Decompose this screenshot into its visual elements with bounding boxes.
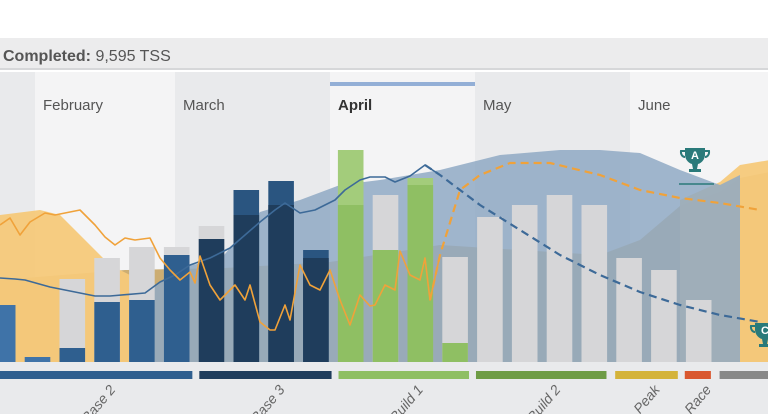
planned-bar	[477, 217, 503, 362]
week-bar[interactable]	[0, 305, 16, 362]
week-bar[interactable]	[303, 250, 329, 362]
event-priority-label: C	[761, 325, 768, 337]
phase-bar[interactable]	[475, 371, 607, 379]
phase-bar[interactable]	[338, 371, 470, 379]
week-bar[interactable]	[581, 205, 608, 362]
week-bar[interactable]	[198, 226, 225, 362]
week-bar[interactable]	[511, 205, 538, 362]
summary-bar: Completed: 9,595 TSS	[0, 38, 768, 70]
week-bar[interactable]	[616, 258, 642, 362]
week-bar[interactable]	[546, 195, 573, 362]
week-bar[interactable]	[442, 257, 468, 362]
planned-bar	[685, 300, 712, 362]
line-series	[0, 161, 761, 331]
planned-bar	[511, 205, 538, 362]
planned-portion	[303, 258, 329, 362]
completed-bar	[129, 300, 155, 362]
current-month-indicator	[330, 82, 475, 86]
week-bar[interactable]	[268, 181, 294, 362]
phase-bar[interactable]	[0, 371, 193, 379]
week-bar[interactable]	[94, 258, 120, 362]
month-label: February	[43, 97, 104, 114]
event-priority-label: A	[691, 150, 699, 162]
month-label: May	[483, 97, 512, 114]
week-bar[interactable]	[372, 195, 399, 362]
phase-bar[interactable]	[199, 371, 332, 379]
week-bar[interactable]	[163, 247, 190, 362]
completed-bar	[372, 250, 399, 362]
weekly-bars	[0, 150, 712, 362]
phase-strip-background	[0, 362, 768, 414]
completed-bar	[163, 255, 190, 362]
week-bar[interactable]	[24, 357, 51, 362]
completed-bar	[24, 357, 51, 362]
completed-value: 9,595 TSS	[95, 48, 171, 65]
fatigue-projection-line	[428, 161, 761, 301]
trophy-icon[interactable]: C	[749, 323, 768, 347]
month-label: March	[183, 97, 225, 114]
phase-bar[interactable]	[719, 371, 768, 379]
completed-bar	[0, 305, 16, 362]
week-bar[interactable]	[337, 150, 364, 362]
trophy-icon[interactable]: A	[679, 148, 714, 185]
completed-bar	[59, 348, 86, 362]
top-margin	[0, 0, 768, 38]
fatigue-line	[0, 209, 441, 331]
phase-bar[interactable]	[684, 371, 711, 379]
planned-bar	[616, 258, 642, 362]
planned-portion	[268, 205, 294, 362]
planned-bar	[581, 205, 608, 362]
phase-bar[interactable]	[615, 371, 678, 379]
completed-label: Completed:	[3, 48, 91, 65]
completed-bar	[94, 302, 120, 362]
planned-portion	[407, 185, 434, 362]
event-markers: AC	[679, 148, 768, 347]
planned-portion	[337, 205, 364, 362]
week-bar[interactable]	[477, 217, 503, 362]
completed-bar	[442, 343, 468, 362]
week-bar[interactable]	[651, 270, 677, 362]
month-label: April	[338, 97, 372, 114]
week-bar[interactable]	[407, 178, 434, 362]
completed-tss-summary: Completed: 9,595 TSS	[3, 48, 171, 66]
week-bar[interactable]	[129, 247, 155, 362]
week-bar[interactable]	[685, 300, 712, 362]
planned-bar	[546, 195, 573, 362]
planned-bar	[651, 270, 677, 362]
week-bar[interactable]	[233, 190, 260, 362]
fitness-projection-line	[424, 164, 761, 324]
month-label: June	[638, 97, 671, 114]
fitness-line	[0, 164, 441, 297]
